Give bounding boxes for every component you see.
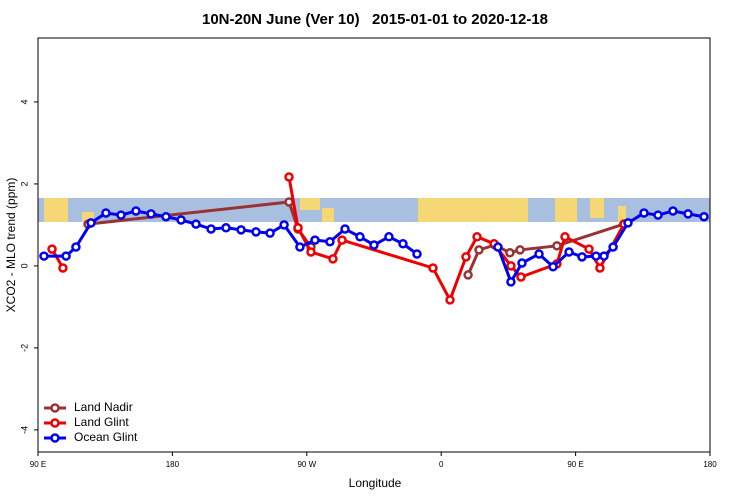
y-tick-label: 4 — [19, 99, 29, 104]
data-point — [310, 235, 320, 245]
x-tick-label: 180 — [166, 460, 180, 469]
data-point — [584, 244, 594, 254]
data-point — [599, 251, 609, 261]
data-point — [552, 241, 562, 251]
y-axis-label: XCO2 - MLO trend (ppm) — [4, 178, 18, 313]
data-point — [191, 219, 201, 229]
data-point — [236, 225, 246, 235]
data-point — [506, 277, 516, 287]
legend-swatch — [50, 418, 60, 428]
data-point — [131, 206, 141, 216]
data-point — [161, 211, 171, 222]
data-point — [206, 224, 216, 234]
data-point — [328, 254, 338, 264]
data-point — [564, 247, 574, 257]
x-tick-label: 90 W — [297, 460, 316, 469]
data-point — [515, 245, 525, 255]
data-point — [516, 272, 526, 282]
data-point — [699, 211, 709, 222]
series — [39, 206, 709, 287]
data-point — [61, 251, 71, 261]
data-point — [295, 242, 305, 252]
data-point — [639, 208, 649, 218]
data-point — [591, 251, 601, 261]
data-point — [560, 232, 570, 242]
plot-frame — [37, 37, 711, 453]
data-point — [265, 228, 275, 238]
data-point — [355, 232, 365, 242]
data-point — [279, 220, 289, 230]
data-point — [58, 263, 68, 273]
data-point — [284, 197, 294, 207]
data-point — [221, 223, 231, 233]
data-point — [293, 223, 303, 233]
data-point — [493, 242, 503, 252]
chart-title: 10N-20N June (Ver 10) 2015-01-01 to 2020… — [202, 11, 548, 28]
legend-label: Land Nadir — [74, 400, 133, 414]
data-point — [86, 218, 96, 228]
data-point — [474, 245, 484, 255]
legend-label: Land Glint — [74, 415, 129, 429]
x-tick-label: 0 — [439, 460, 444, 469]
data-point — [251, 227, 261, 237]
legend-swatch — [50, 403, 60, 413]
y-tick-label: 0 — [19, 263, 29, 268]
data-point — [595, 263, 605, 273]
data-point — [284, 172, 294, 182]
data-point — [325, 236, 335, 247]
data-point — [176, 215, 186, 225]
data-point — [428, 263, 438, 273]
data-point — [623, 218, 633, 228]
data-point — [369, 240, 379, 250]
data-point — [71, 242, 81, 252]
data-point — [146, 209, 156, 219]
data-point — [337, 235, 347, 245]
data-point — [306, 247, 316, 257]
data-point — [534, 249, 544, 259]
data-point — [463, 270, 473, 280]
legend-label: Ocean Glint — [74, 430, 138, 444]
data-point — [461, 252, 471, 262]
y-tick-label: -2 — [19, 344, 29, 352]
x-tick-label: 180 — [703, 460, 717, 469]
data-point — [653, 210, 663, 220]
data-point — [517, 258, 527, 268]
series — [47, 172, 629, 305]
data-point — [668, 206, 678, 216]
data-point — [548, 261, 558, 272]
y-tick-label: -4 — [19, 426, 29, 434]
data-point — [506, 261, 516, 271]
legend-swatch — [50, 433, 60, 443]
data-point — [340, 224, 350, 234]
data-point — [608, 242, 618, 252]
data-point — [39, 251, 49, 261]
x-tick-label: 90 E — [30, 460, 46, 469]
data-point — [472, 232, 482, 242]
data-point — [116, 210, 126, 220]
data-point — [505, 248, 515, 258]
data-point — [683, 209, 693, 219]
data-point — [445, 295, 455, 305]
data-point — [412, 249, 422, 259]
data-point — [384, 232, 394, 242]
x-tick-label: 90 E — [567, 460, 583, 469]
data-point — [398, 239, 408, 249]
data-point — [47, 244, 57, 254]
x-axis-label: Longitude — [349, 476, 402, 490]
data-point — [101, 208, 111, 218]
y-tick-label: 2 — [19, 181, 29, 186]
data-point — [577, 252, 587, 262]
